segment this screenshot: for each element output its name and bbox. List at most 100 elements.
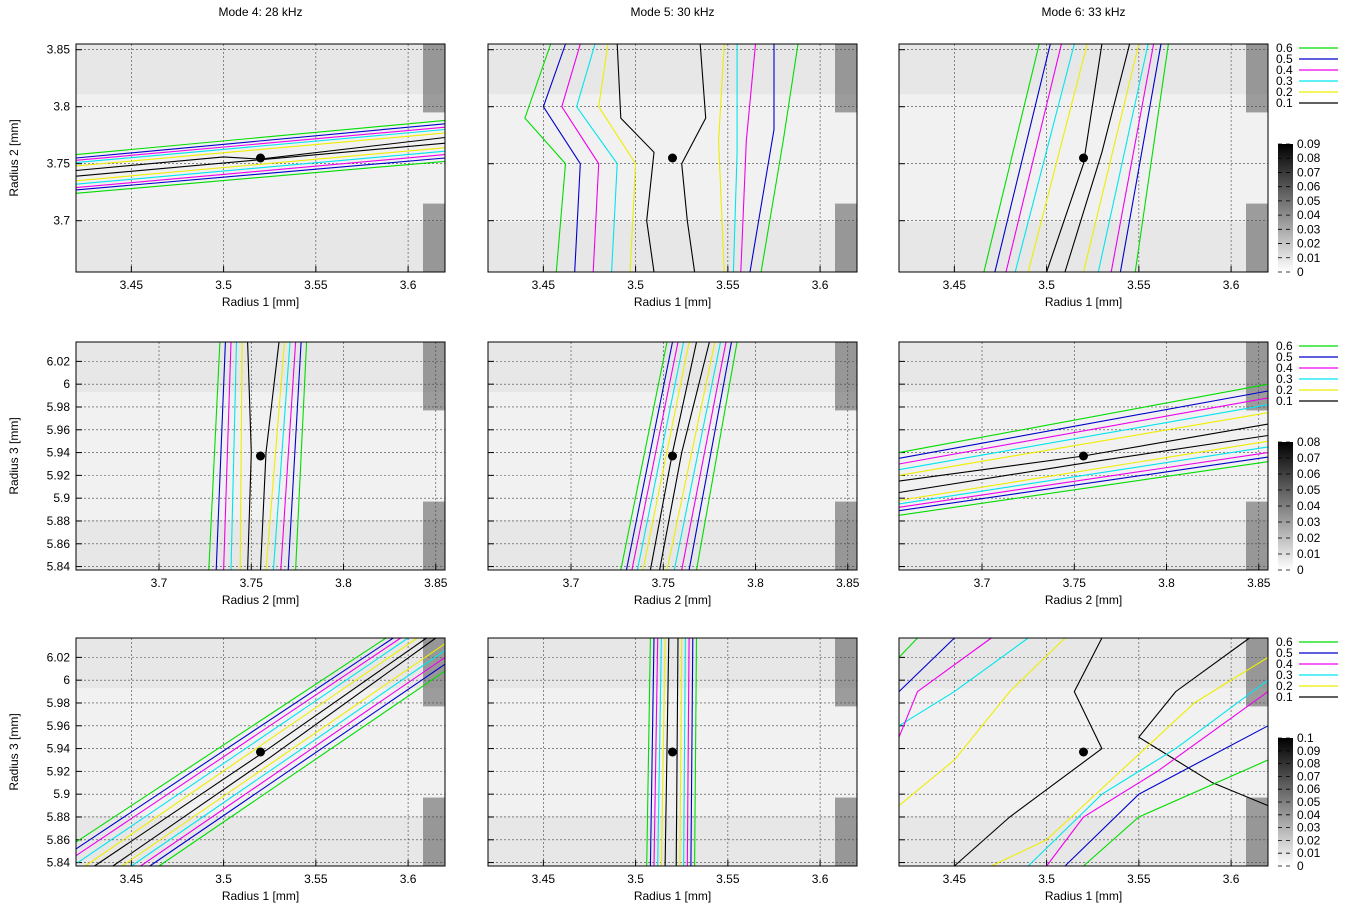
nominal-point xyxy=(256,451,265,461)
contour-0.6 xyxy=(646,637,651,867)
legend-label: 0.5 xyxy=(1276,350,1293,364)
contour-0.2 xyxy=(660,637,666,867)
legend-label: 0.1 xyxy=(1276,394,1293,408)
colorbar-tick-label: 0.02 xyxy=(1297,833,1321,847)
contour-0.3 xyxy=(1027,679,1269,867)
x-tick-label: 3.5 xyxy=(215,872,232,886)
legend-label: 0.5 xyxy=(1276,52,1293,66)
contour-0.6 xyxy=(760,43,799,273)
contour-0.6 xyxy=(620,341,668,571)
panel-r0-c1: 3.45 3.5 3.55 3.6 Radius 1 [mm] xyxy=(487,43,858,309)
panel-r1-c0: 3.7 3.75 3.8 3.85 5.84 5.86 5.88 5.9 5.92 5.94 5.9… xyxy=(47,341,448,607)
contour-0.6 xyxy=(694,637,698,867)
contour-0.2 xyxy=(84,637,418,867)
contour-0.2 xyxy=(642,341,690,571)
y-tick-label: 5.92 xyxy=(47,764,71,778)
contour-0.4 xyxy=(1005,43,1062,273)
contour-0.3 xyxy=(131,650,446,867)
y-tick-label: 3.85 xyxy=(47,43,71,57)
colorbar-tick-label: 0.03 xyxy=(1297,515,1321,529)
contour-0.6 xyxy=(983,43,1040,273)
contour-0.2 xyxy=(239,341,243,571)
colorbar-tick-label: 0.01 xyxy=(1297,547,1321,561)
panel-r0-c0: 3.45 3.5 3.55 3.6 3.7 3.75 3.8 3.85 Radius 1 [mm… xyxy=(47,43,446,309)
y-tick-label: 5.92 xyxy=(47,468,71,482)
contour-0.3 xyxy=(732,44,738,273)
x-tick-label: 3.45 xyxy=(120,872,144,886)
heatmap-corner xyxy=(423,203,445,272)
contour-0.2 xyxy=(265,341,286,571)
heatmap-band xyxy=(488,44,857,95)
x-tick-label: 3.45 xyxy=(943,278,967,292)
x-axis-label: Radius 1 [mm] xyxy=(1045,889,1122,903)
contour-0.5 xyxy=(75,123,446,159)
contour-0.4 xyxy=(280,341,297,571)
x-tick-label: 3.85 xyxy=(1247,576,1271,590)
heatmap-corner xyxy=(1246,501,1268,570)
x-axis-label: Radius 1 [mm] xyxy=(634,889,711,903)
contour-0.2 xyxy=(1082,43,1140,273)
x-tick-label: 3.5 xyxy=(1038,278,1055,292)
heatmap-band xyxy=(899,221,1268,272)
contour-0.4 xyxy=(1046,691,1269,867)
contour-0.3 xyxy=(657,637,662,867)
legend-label: 0.1 xyxy=(1276,690,1293,704)
contour-0.2 xyxy=(718,43,725,273)
contour-0.5 xyxy=(690,637,694,867)
heatmap-band xyxy=(899,638,1268,689)
heatmap-corner xyxy=(1246,638,1268,707)
plot-frame xyxy=(487,43,858,273)
colorbar-tick-label: 0.05 xyxy=(1297,483,1321,497)
heatmap-band xyxy=(488,815,857,866)
plot-frame xyxy=(898,341,1269,571)
contour-0.3 xyxy=(75,150,446,185)
panel-r1-c2: 3.7 3.75 3.8 3.85 Radius 2 [mm] xyxy=(898,341,1271,607)
contour-0.1 xyxy=(898,434,1269,494)
contour-0.3 xyxy=(683,637,686,867)
contour-0.1 xyxy=(1064,43,1131,273)
heatmap-band xyxy=(76,342,445,393)
contour-0.2 xyxy=(898,637,1066,807)
y-tick-label: 5.9 xyxy=(53,491,70,505)
heatmap-corner xyxy=(835,203,857,272)
legend-label: 0.6 xyxy=(1276,339,1293,353)
contour-0.4 xyxy=(653,637,659,867)
heatmap-corner xyxy=(423,797,445,866)
contour-0.4 xyxy=(1110,43,1155,273)
heatmap-band xyxy=(76,221,445,272)
x-tick-label: 3.55 xyxy=(716,278,740,292)
contour-0.1 xyxy=(954,637,1103,867)
contour-0.5 xyxy=(649,637,655,867)
heatmap-corner xyxy=(1246,203,1268,272)
contour-0.2 xyxy=(75,147,446,182)
contour-0.1 xyxy=(1046,43,1103,273)
colorbar xyxy=(1278,144,1293,272)
contour-0.6 xyxy=(295,341,308,571)
panel-r2-c0: 3.45 3.5 3.55 3.6 5.84 5.86 5.88 5.9 5.92 5.94 5.9… xyxy=(47,637,446,903)
heatmap-corner xyxy=(835,501,857,570)
heatmap-band xyxy=(899,815,1268,866)
heatmap-corner xyxy=(835,44,857,113)
colorbar-tick-label: 0 xyxy=(1297,563,1304,577)
colorbar-tick-label: 0.07 xyxy=(1297,451,1321,465)
contour-0.3 xyxy=(1097,43,1149,273)
contour-0.3 xyxy=(898,404,1269,471)
legend-label: 0.1 xyxy=(1276,96,1293,110)
heatmap-band xyxy=(76,44,445,95)
nominal-point xyxy=(1079,451,1088,461)
contour-0.6 xyxy=(898,383,1269,454)
nominal-point xyxy=(256,747,265,757)
contour-0.6 xyxy=(524,43,567,273)
y-tick-label: 3.7 xyxy=(53,214,70,228)
contour-0.6 xyxy=(75,119,446,156)
x-axis-label: Radius 2 [mm] xyxy=(634,593,711,607)
legend-label: 0.4 xyxy=(1276,63,1293,77)
legend-label: 0.2 xyxy=(1276,383,1293,397)
contour-0.2 xyxy=(121,643,446,867)
contour-0.6 xyxy=(75,160,446,194)
x-tick-label: 3.8 xyxy=(335,576,352,590)
y-tick-label: 6.02 xyxy=(47,354,71,368)
y-tick-label: 5.96 xyxy=(47,719,71,733)
contour-0.1 xyxy=(675,637,679,867)
